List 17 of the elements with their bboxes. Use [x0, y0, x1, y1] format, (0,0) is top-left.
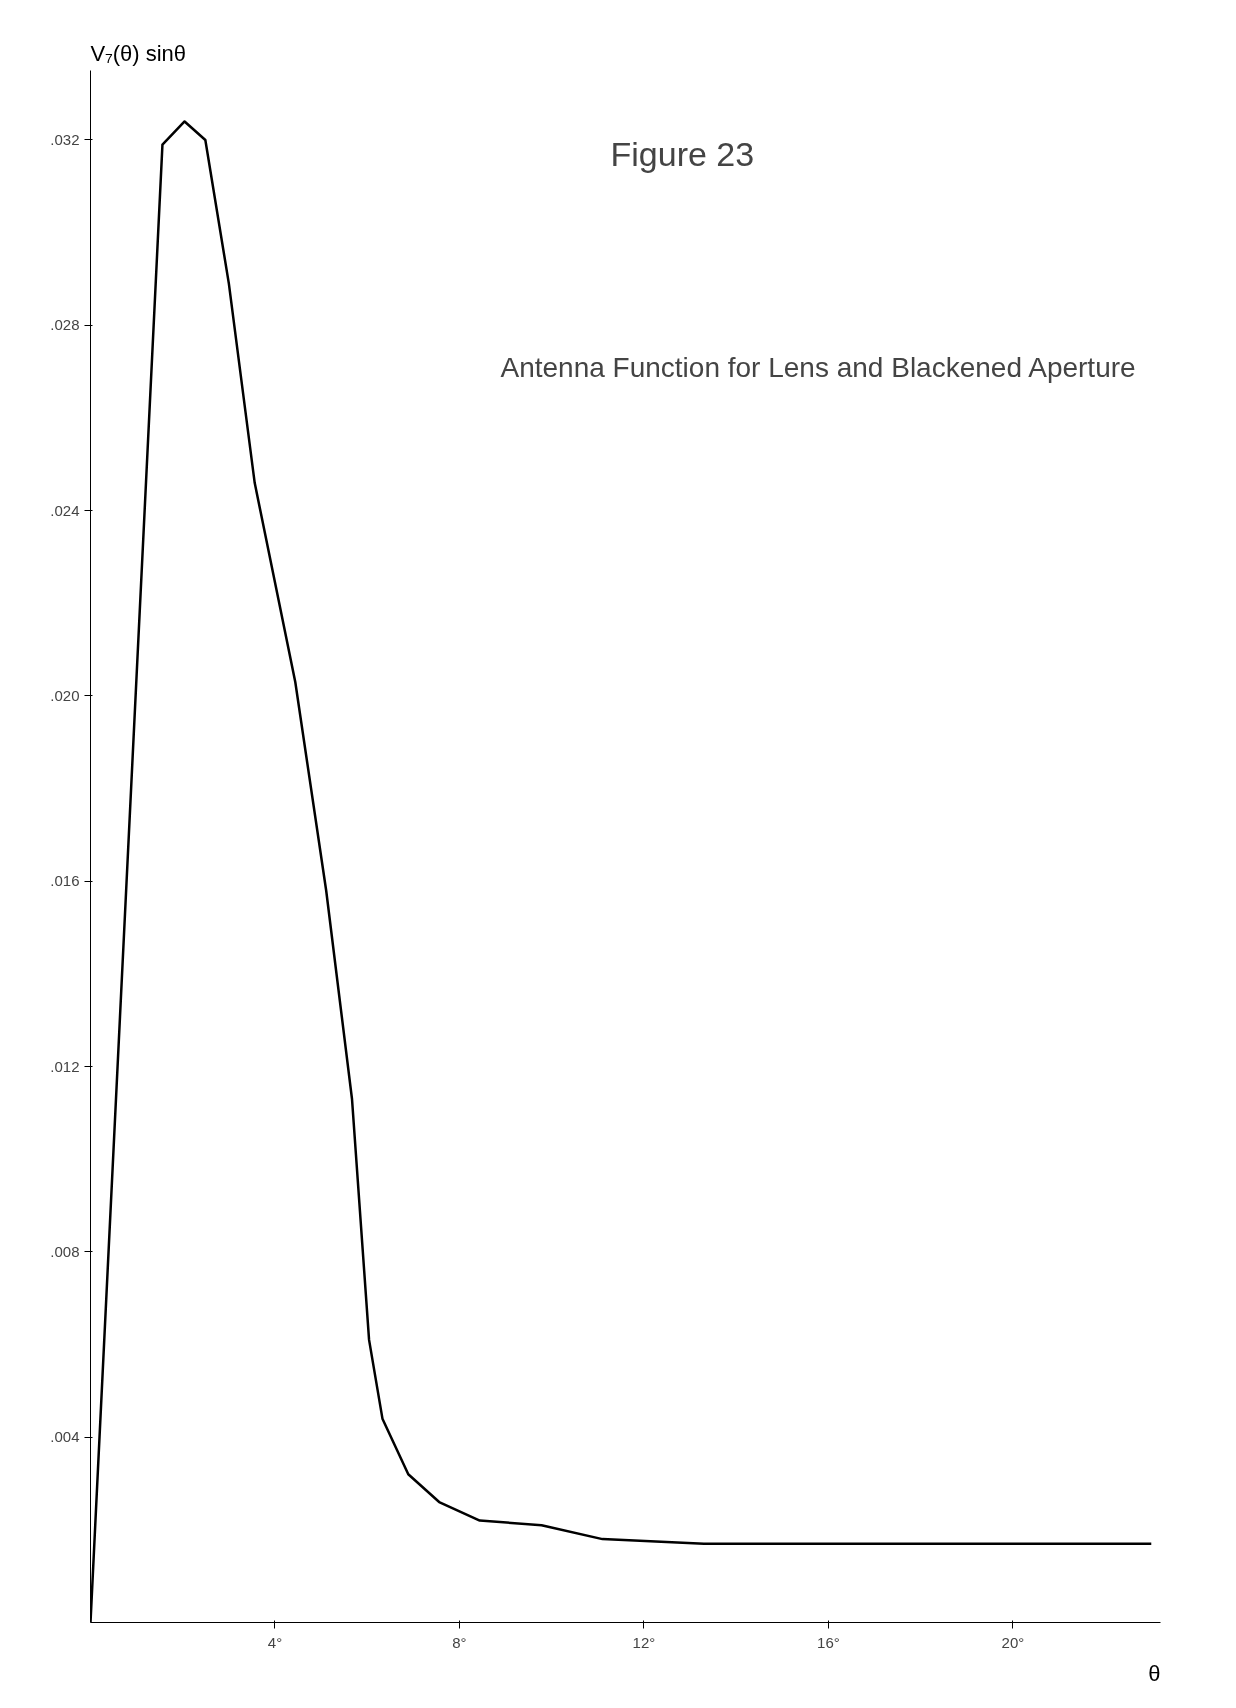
y-tick-label: .024 [50, 501, 80, 519]
x-axis-title: θ [1148, 1660, 1161, 1686]
y-tick-label: .016 [50, 872, 80, 890]
y-tick-label: .020 [50, 686, 80, 704]
y-tick-label: .012 [50, 1057, 80, 1075]
x-tick-label: 20° [1001, 1633, 1025, 1651]
x-tick-label: 4° [267, 1633, 283, 1651]
y-tick-label: .028 [50, 316, 80, 334]
x-tick-label: 12° [632, 1633, 656, 1651]
y-axis-title: V₇(θ) sinθ [90, 40, 187, 66]
x-tick-label: 16° [817, 1633, 840, 1651]
x-tick-label: 8° [452, 1633, 467, 1651]
text: Antenna Function for Lens and Blackened Aperture [500, 351, 1136, 383]
y-tick-label: .008 [50, 1242, 80, 1260]
y-tick-label: .032 [50, 130, 80, 148]
y-tick-label: .004 [50, 1428, 80, 1446]
text: Figure 23 [610, 134, 755, 173]
